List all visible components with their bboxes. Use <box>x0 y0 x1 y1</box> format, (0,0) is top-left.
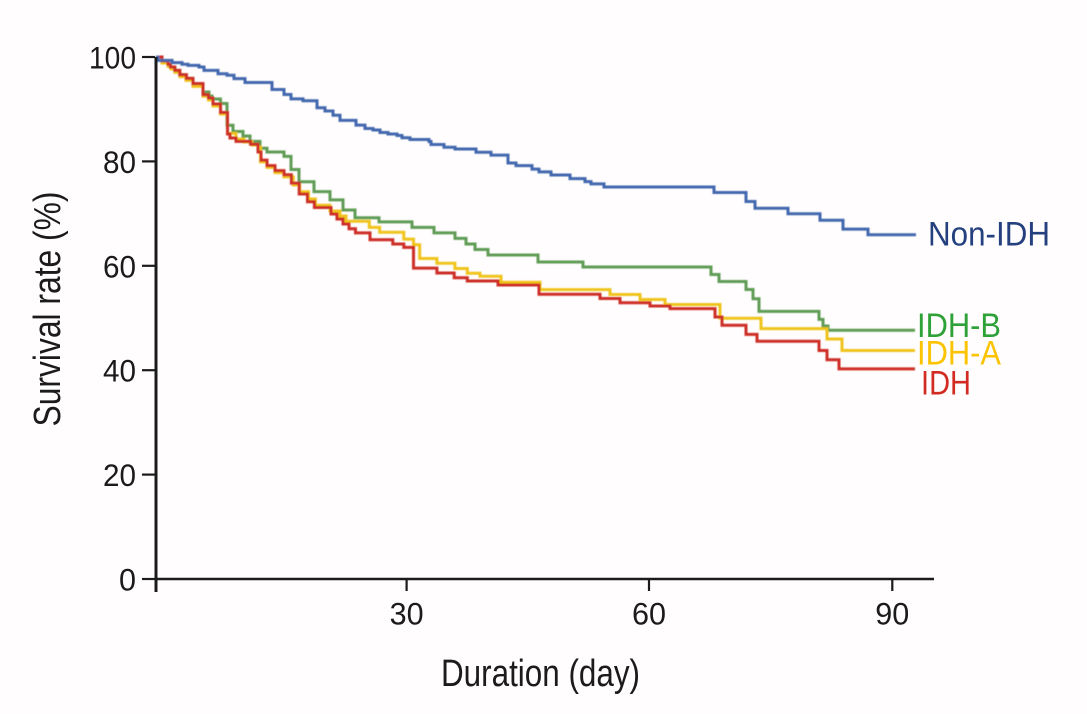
svg-text:IDH: IDH <box>921 365 971 403</box>
svg-text:Survival rate (%): Survival rate (%) <box>27 192 69 427</box>
svg-text:Duration (day): Duration (day) <box>441 653 640 695</box>
svg-text:40: 40 <box>103 353 136 389</box>
svg-text:IDH-A: IDH-A <box>917 335 1001 373</box>
svg-text:IDH-B: IDH-B <box>917 307 1001 345</box>
svg-text:0: 0 <box>119 562 136 598</box>
svg-text:Non-IDH: Non-IDH <box>928 216 1050 254</box>
svg-text:30: 30 <box>390 596 424 632</box>
svg-text:80: 80 <box>103 144 136 180</box>
svg-text:100: 100 <box>89 40 136 76</box>
svg-text:20: 20 <box>103 457 136 493</box>
svg-text:60: 60 <box>103 248 136 284</box>
svg-text:60: 60 <box>632 596 666 632</box>
svg-text:90: 90 <box>875 596 909 632</box>
